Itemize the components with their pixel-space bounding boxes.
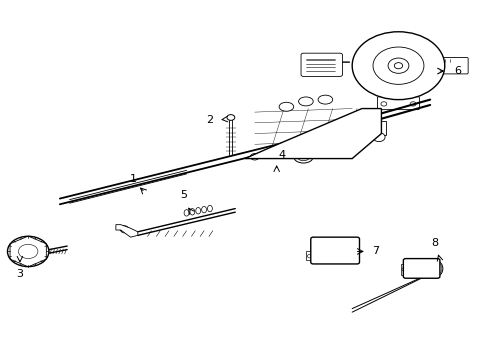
Ellipse shape bbox=[388, 58, 409, 73]
Ellipse shape bbox=[184, 210, 189, 216]
Ellipse shape bbox=[120, 226, 128, 232]
Ellipse shape bbox=[373, 47, 424, 84]
Ellipse shape bbox=[121, 229, 127, 233]
Ellipse shape bbox=[298, 97, 313, 106]
Ellipse shape bbox=[196, 207, 201, 214]
FancyBboxPatch shape bbox=[301, 53, 343, 76]
Text: 3: 3 bbox=[16, 269, 24, 279]
Polygon shape bbox=[116, 225, 138, 237]
FancyBboxPatch shape bbox=[403, 258, 440, 278]
Bar bbox=[401, 264, 407, 275]
Ellipse shape bbox=[432, 261, 443, 276]
Ellipse shape bbox=[279, 102, 294, 111]
Bar bbox=[306, 251, 313, 260]
Ellipse shape bbox=[250, 154, 259, 160]
Ellipse shape bbox=[394, 63, 403, 69]
Bar bbox=[374, 121, 386, 135]
Ellipse shape bbox=[318, 95, 333, 104]
Text: 5: 5 bbox=[181, 190, 188, 200]
FancyBboxPatch shape bbox=[441, 58, 468, 74]
Ellipse shape bbox=[352, 32, 445, 100]
Ellipse shape bbox=[227, 114, 235, 120]
Ellipse shape bbox=[410, 102, 416, 106]
Ellipse shape bbox=[19, 244, 38, 258]
Polygon shape bbox=[245, 109, 381, 158]
Text: 1: 1 bbox=[129, 174, 136, 184]
Ellipse shape bbox=[297, 153, 310, 161]
Ellipse shape bbox=[348, 130, 357, 137]
Ellipse shape bbox=[190, 208, 195, 215]
Text: 8: 8 bbox=[432, 238, 439, 248]
FancyBboxPatch shape bbox=[311, 237, 360, 264]
Ellipse shape bbox=[373, 133, 385, 141]
Text: 2: 2 bbox=[206, 115, 213, 125]
Ellipse shape bbox=[307, 254, 312, 258]
Ellipse shape bbox=[436, 264, 442, 273]
Text: 4: 4 bbox=[278, 150, 285, 160]
Ellipse shape bbox=[381, 102, 387, 106]
Ellipse shape bbox=[402, 267, 407, 271]
Ellipse shape bbox=[21, 246, 35, 257]
Ellipse shape bbox=[7, 236, 49, 267]
Text: 7: 7 bbox=[372, 247, 379, 256]
Text: 6: 6 bbox=[455, 66, 462, 76]
Ellipse shape bbox=[207, 205, 212, 212]
Ellipse shape bbox=[294, 150, 313, 163]
Ellipse shape bbox=[20, 245, 37, 258]
FancyBboxPatch shape bbox=[377, 97, 419, 110]
Ellipse shape bbox=[202, 206, 206, 213]
